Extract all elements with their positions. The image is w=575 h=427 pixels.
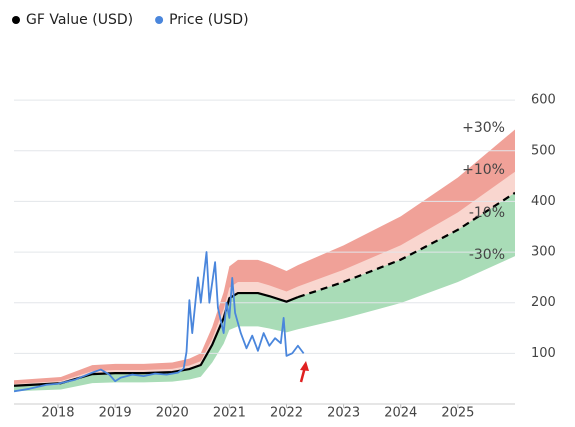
x-tick-label: 2022 [270,406,303,421]
gf-value-line [14,291,299,387]
x-tick-label: 2025 [441,406,474,421]
legend-label: GF Value (USD) [26,12,133,28]
x-tick-label: 2018 [41,406,74,421]
lines [14,191,515,393]
grid [14,99,515,354]
band-label: +10% [462,162,505,178]
y-tick-label: 200 [531,295,556,310]
legend-marker [12,16,20,24]
band-label: -30% [469,247,505,263]
band [14,192,515,392]
y-tick-label: 100 [531,346,556,361]
axes: 100 200 300 400 500 600 2018 2019 2020 2021 2022 20… [14,93,556,421]
gf-value-line [297,191,515,299]
legend-label: Price (USD) [169,12,248,28]
y-tick-label: 600 [531,93,556,108]
y-tick-label: 300 [531,245,556,260]
x-tick-label: 2019 [99,406,132,421]
legend-marker [155,16,164,24]
price-line [14,251,305,393]
legend: GF Value (USD) Price (USD) [12,12,249,28]
x-tick-label: 2023 [327,406,360,421]
band-label: +30% [462,120,505,136]
valuation-bands [14,129,515,392]
y-tick-label: 400 [531,194,556,209]
arrow [299,361,309,383]
x-tick-label: 2020 [156,406,189,421]
x-tick-label: 2021 [213,406,246,421]
band-label: -10% [469,205,505,221]
y-tick-label: 500 [531,143,556,158]
x-tick-label: 2024 [384,406,417,421]
